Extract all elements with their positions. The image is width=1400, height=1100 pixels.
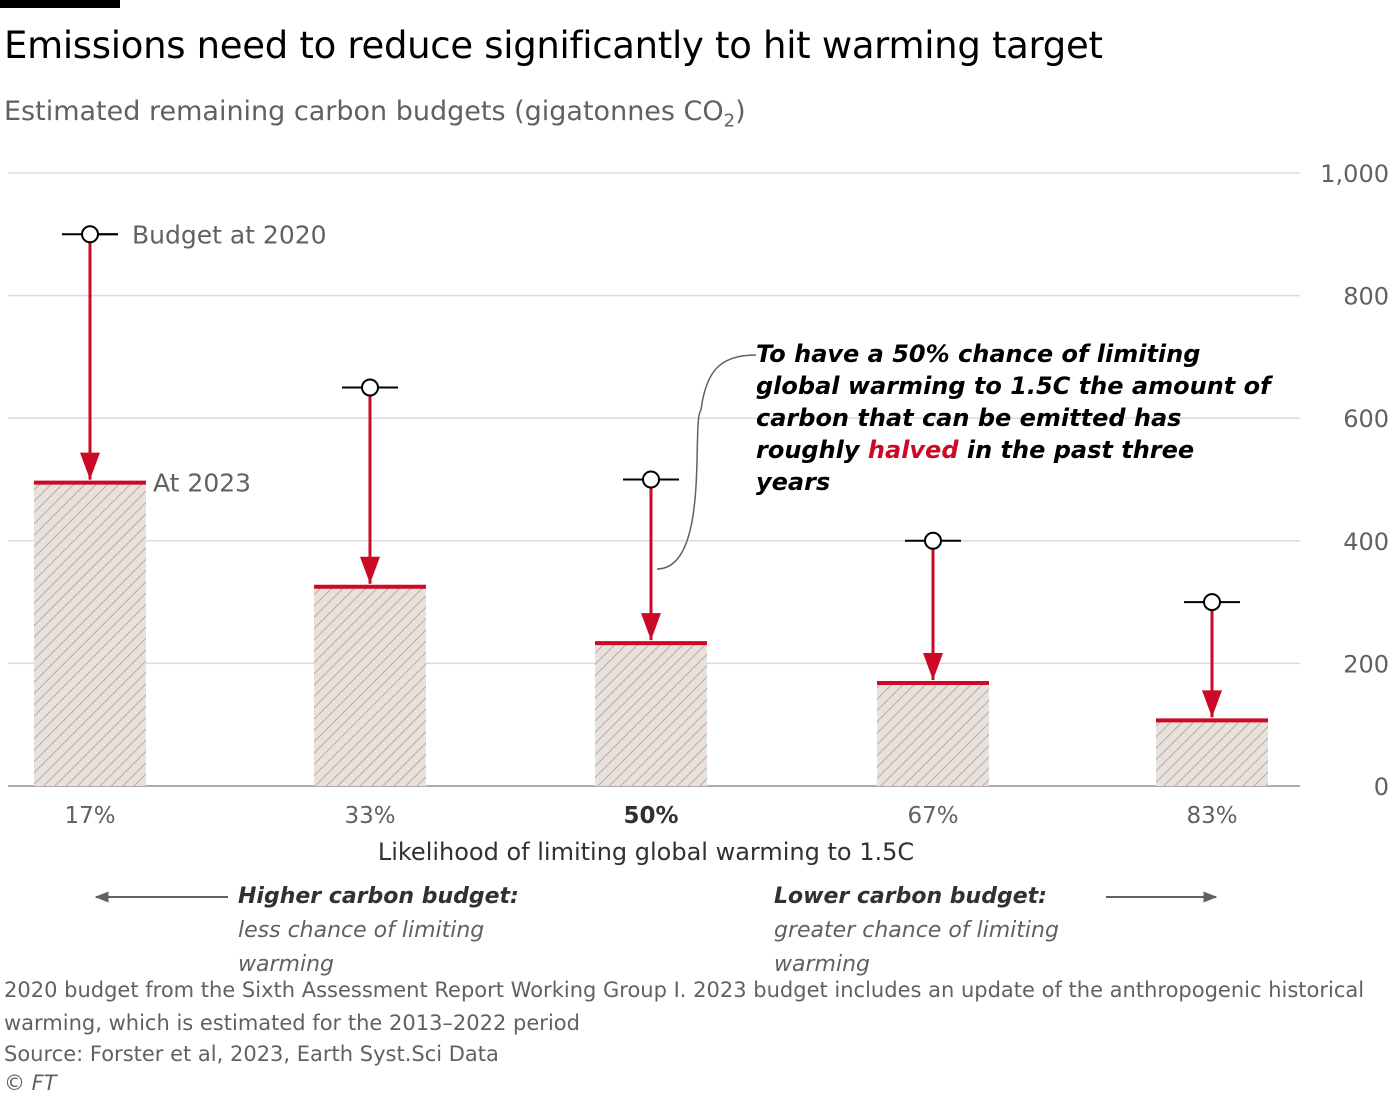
- marker-2020-point: [1203, 593, 1221, 612]
- annotation-text: To have a 50% chance of limiting global …: [756, 338, 1276, 498]
- x-tick-label: 67%: [907, 803, 958, 829]
- annotation-connector: [656, 354, 757, 570]
- bar-chart: 0 200 400 600 800 1,000 Budget at 2020 At 2023…: [8, 160, 1389, 903]
- x-axis-label: Likelihood of limiting global warming to…: [378, 838, 914, 866]
- footnote: 2020 budget from the Sixth Assessment Re…: [4, 978, 1365, 1035]
- marker-2020-point: [361, 378, 379, 397]
- legend-layer: Budget at 2020 At 2023: [98, 220, 757, 570]
- y-tick-label: 600: [1343, 405, 1389, 433]
- copyright: © FT: [4, 1071, 57, 1095]
- hint-left: Higher carbon budget: less chance of lim…: [238, 880, 558, 982]
- y-tick-label: 0: [1374, 773, 1389, 801]
- x-tick-label: 17%: [64, 803, 115, 829]
- chart-subtitle: Estimated remaining carbon budgets (giga…: [4, 96, 746, 131]
- hint-left-bold: Higher carbon budget:: [238, 884, 519, 909]
- hint-left-rest: less chance of limiting warming: [238, 918, 485, 977]
- brand-bar: [0, 0, 120, 8]
- annotation-part2: in the past three years: [756, 436, 1195, 496]
- y-tick-label: 800: [1343, 283, 1389, 311]
- hint-right: Lower carbon budget: greater chance of l…: [774, 880, 1114, 982]
- source-note: Source: Forster et al, 2023, Earth Syst.…: [4, 1042, 499, 1066]
- grid-layer: 0 200 400 600 800 1,000: [8, 160, 1389, 801]
- annotation-part1: To have a 50% chance of limiting global …: [756, 340, 1271, 464]
- marker-2020-point: [924, 531, 942, 550]
- subtitle-subscript: 2: [723, 110, 736, 132]
- y-tick-label: 1,000: [1320, 160, 1389, 188]
- hint-right-bold: Lower carbon budget:: [774, 884, 1047, 909]
- reduction-arrowhead: [80, 452, 100, 480]
- x-tick-label: 33%: [344, 803, 395, 829]
- reduction-arrowhead: [923, 653, 943, 681]
- reduction-arrowhead: [1202, 690, 1222, 718]
- chart-title: Emissions need to reduce significantly t…: [4, 24, 1103, 67]
- bar-2023: [595, 643, 707, 786]
- marker-2020-point: [81, 225, 99, 244]
- legend-budget-2020: Budget at 2020: [132, 220, 327, 249]
- legend-at-2023: At 2023: [153, 469, 251, 498]
- y-tick-label: 400: [1343, 528, 1389, 556]
- reduction-arrowhead: [641, 613, 661, 641]
- marker-2020-point: [642, 470, 660, 489]
- bar-2023: [877, 683, 989, 786]
- bar-2023: [1156, 720, 1268, 786]
- label-layer: 17% 33% 50% 67% 83% Likelihood of limiting gl…: [64, 803, 1237, 866]
- annotation-highlight: halved: [867, 436, 959, 464]
- x-tick-label: 83%: [1186, 803, 1237, 829]
- hint-right-rest: greater chance of limiting warming: [774, 918, 1059, 977]
- bar-layer: [34, 225, 1268, 786]
- bar-2023: [314, 586, 426, 786]
- x-tick-label: 50%: [623, 803, 678, 829]
- subtitle-text: Estimated remaining carbon budgets (giga…: [4, 96, 724, 127]
- subtitle-close: ): [735, 96, 746, 127]
- bar-2023: [34, 482, 146, 786]
- y-tick-label: 200: [1343, 650, 1389, 678]
- reduction-arrowhead: [360, 556, 380, 584]
